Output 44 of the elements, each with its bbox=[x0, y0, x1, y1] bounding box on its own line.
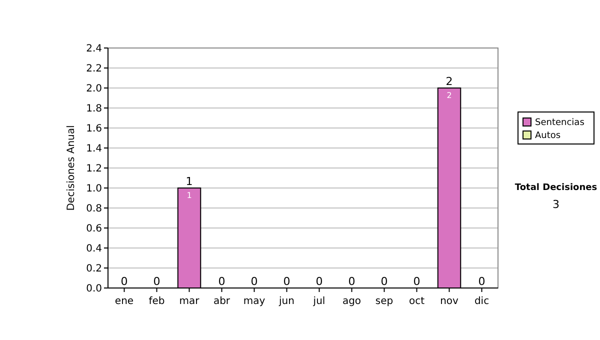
x-tick-label: jun bbox=[278, 296, 294, 307]
y-tick-label: 1.8 bbox=[86, 104, 102, 114]
total-label: 0 bbox=[413, 275, 420, 288]
total-label: 2 bbox=[446, 75, 453, 88]
x-tick-label: jul bbox=[312, 296, 326, 307]
total-label: 0 bbox=[316, 275, 323, 288]
y-tick-label: 0.6 bbox=[86, 224, 102, 234]
total-label: 0 bbox=[348, 275, 356, 288]
data-label: 2 bbox=[446, 91, 452, 100]
x-tick-label: ene bbox=[114, 296, 134, 307]
y-tick-label: 1.0 bbox=[86, 184, 102, 194]
legend-label: Sentencias bbox=[535, 118, 585, 128]
x-tick-label: feb bbox=[148, 296, 165, 307]
y-tick-label: 2.0 bbox=[86, 84, 102, 94]
y-tick-label: 1.4 bbox=[86, 144, 102, 154]
x-tick-label: oct bbox=[408, 296, 425, 307]
y-axis-title: Decisiones Anual bbox=[66, 125, 77, 211]
y-tick-label: 1.2 bbox=[86, 164, 102, 174]
total-label: 0 bbox=[153, 275, 160, 288]
total-label: 0 bbox=[478, 275, 486, 288]
y-tick-label: 2.2 bbox=[86, 64, 102, 74]
x-tick-label: sep bbox=[375, 296, 394, 307]
x-tick-label: mar bbox=[179, 296, 200, 307]
x-tick-label: may bbox=[243, 296, 266, 307]
y-tick-label: 0.0 bbox=[86, 284, 102, 294]
x-tick-label: nov bbox=[440, 296, 459, 307]
x-tick-label: abr bbox=[213, 296, 231, 307]
data-label: 1 bbox=[186, 191, 192, 200]
y-tick-label: 0.2 bbox=[86, 264, 102, 274]
y-tick-label: 0.8 bbox=[86, 204, 102, 214]
total-label: 0 bbox=[250, 275, 258, 288]
y-tick-label: 2.4 bbox=[86, 44, 102, 54]
total-label: 1 bbox=[186, 175, 193, 188]
y-tick-label: 1.6 bbox=[86, 124, 102, 134]
y-tick-label: 0.4 bbox=[86, 244, 102, 254]
total-label: 0 bbox=[380, 275, 388, 288]
x-tick-label: dic bbox=[474, 296, 490, 307]
total-label: 0 bbox=[283, 275, 290, 288]
total-label: 0 bbox=[218, 275, 226, 288]
text: Total Decisiones bbox=[514, 183, 598, 193]
x-tick-label: ago bbox=[342, 296, 362, 307]
total-label: 0 bbox=[120, 275, 128, 288]
legend-label: Autos bbox=[535, 131, 561, 142]
text: 3 bbox=[552, 198, 560, 211]
